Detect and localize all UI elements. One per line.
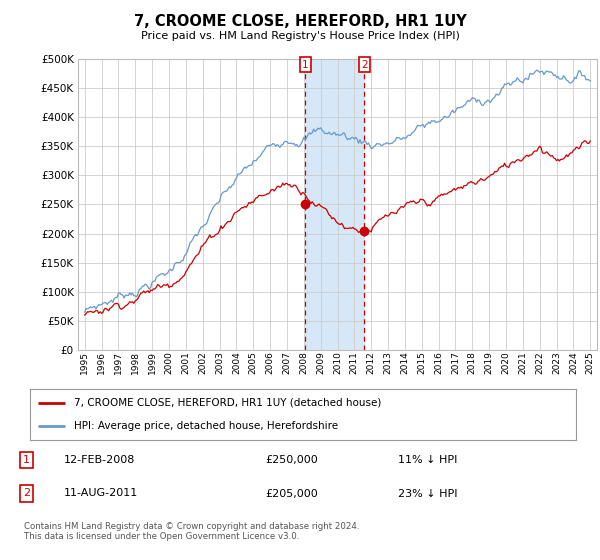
Bar [305,59,364,350]
Text: 2: 2 [23,488,30,498]
Text: 2: 2 [361,59,368,69]
Text: 23% ↓ HPI: 23% ↓ HPI [398,488,457,498]
Text: £250,000: £250,000 [265,455,318,465]
Text: 12-FEB-2008: 12-FEB-2008 [64,455,135,465]
Text: HPI: Average price, detached house, Herefordshire: HPI: Average price, detached house, Here… [74,421,338,431]
Text: 11-AUG-2011: 11-AUG-2011 [64,488,138,498]
Text: 1: 1 [23,455,30,465]
Text: 7, CROOME CLOSE, HEREFORD, HR1 1UY: 7, CROOME CLOSE, HEREFORD, HR1 1UY [134,14,466,29]
Text: Contains HM Land Registry data © Crown copyright and database right 2024.
This d: Contains HM Land Registry data © Crown c… [24,522,359,542]
Text: 7, CROOME CLOSE, HEREFORD, HR1 1UY (detached house): 7, CROOME CLOSE, HEREFORD, HR1 1UY (deta… [74,398,381,408]
Text: 1: 1 [302,59,309,69]
Text: 11% ↓ HPI: 11% ↓ HPI [398,455,457,465]
Text: Price paid vs. HM Land Registry's House Price Index (HPI): Price paid vs. HM Land Registry's House … [140,31,460,41]
Text: £205,000: £205,000 [265,488,318,498]
